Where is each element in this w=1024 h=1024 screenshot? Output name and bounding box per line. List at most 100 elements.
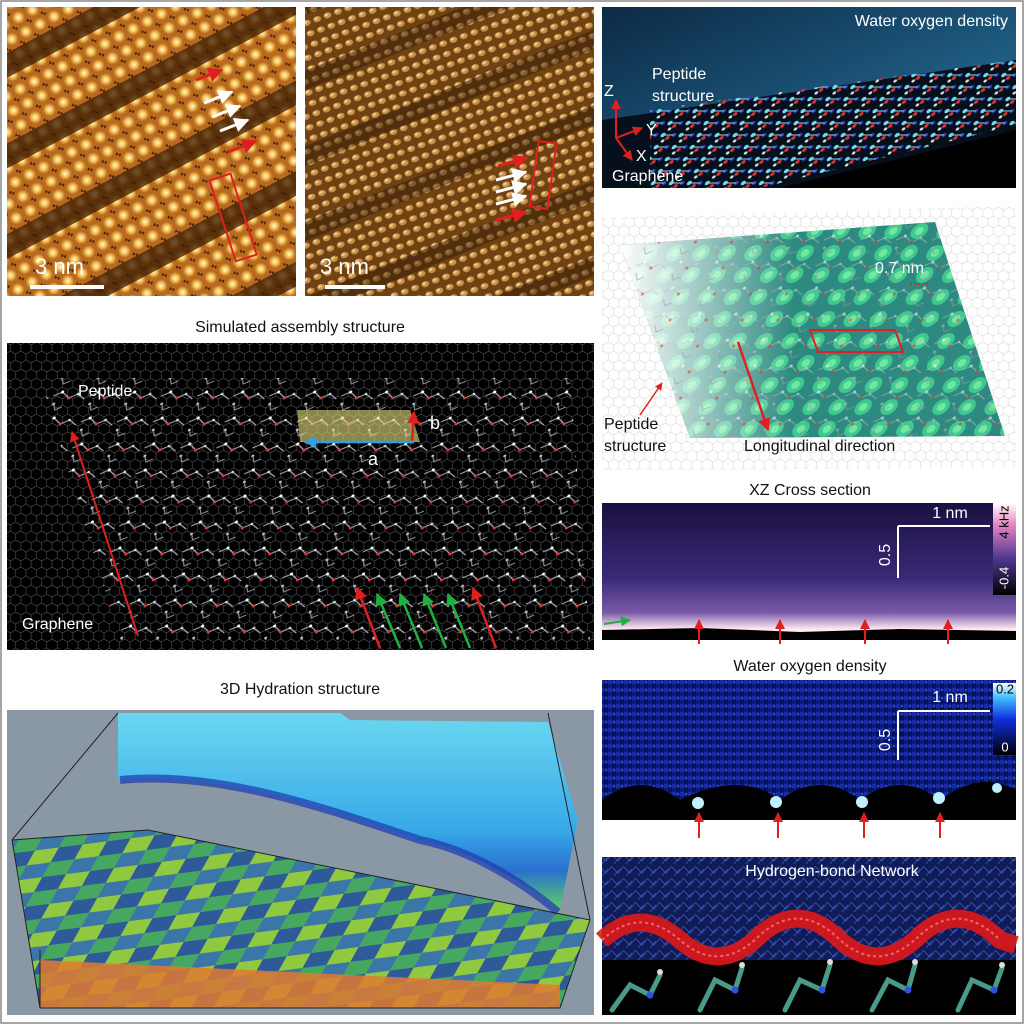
shape	[808, 329, 905, 353]
arrow	[736, 341, 771, 432]
shape	[904, 986, 912, 994]
shape	[325, 285, 385, 289]
shape	[999, 962, 1005, 968]
shape	[818, 986, 826, 994]
shape	[650, 60, 1016, 188]
shape	[856, 796, 868, 808]
shape	[646, 991, 654, 999]
shape	[992, 783, 1002, 793]
hydration: 3D Hydration structure	[7, 681, 594, 1015]
colorbar-label: -0.4	[996, 567, 1011, 589]
panel-title: Water oxygen density	[855, 13, 1008, 30]
panel-title: XZ Cross section	[749, 482, 871, 499]
shape	[305, 7, 594, 296]
md-density: 0.7 nm Peptide structure Longitudinal dir…	[602, 206, 1016, 470]
label: Graphene	[612, 168, 683, 185]
shape	[12, 830, 590, 1008]
shape	[602, 782, 1016, 820]
shape	[697, 965, 745, 1013]
label: Peptide	[78, 383, 132, 400]
shape	[7, 7, 296, 296]
arrow	[495, 180, 528, 195]
arrow	[603, 616, 631, 627]
arrow	[219, 117, 250, 133]
colorbar-label: 4 kHz	[996, 505, 1011, 538]
arrow	[398, 592, 424, 649]
label: Peptide structure	[604, 416, 666, 455]
label: Peptide structure	[652, 66, 714, 105]
shape	[657, 959, 1005, 975]
label-line: Peptide	[604, 416, 658, 433]
scale-bar-label: 3 nm	[35, 254, 84, 279]
shape	[731, 986, 739, 994]
shape	[609, 962, 1005, 1013]
afm-left: 3 nm	[7, 7, 296, 296]
label-line: Peptide	[652, 66, 706, 83]
panel-title: Simulated assembly structure	[195, 319, 405, 336]
arrow	[639, 382, 663, 416]
shape	[993, 683, 1016, 755]
shape	[30, 285, 104, 289]
arrow	[446, 592, 472, 649]
shape	[40, 378, 590, 640]
scale-label: 1 nm	[932, 505, 968, 522]
shape	[770, 796, 782, 808]
axis-label: Y	[646, 122, 657, 139]
arrow	[615, 137, 633, 161]
shape	[827, 959, 833, 965]
shape	[646, 986, 998, 999]
shape	[657, 969, 663, 975]
label: Graphene	[22, 616, 93, 633]
label: Longitudinal direction	[744, 438, 895, 455]
shape	[601, 917, 1001, 958]
scale-label: 0.5	[877, 544, 894, 566]
panel-title: Water oxygen density	[733, 658, 886, 675]
shape	[208, 172, 259, 263]
shape	[528, 139, 558, 211]
arrow	[195, 67, 224, 82]
shape	[11, 712, 591, 1009]
shape	[739, 962, 745, 968]
arrow	[375, 592, 402, 649]
scale-bar-label: 3 nm	[320, 254, 369, 279]
md-top: Water oxygen density Peptide structure Z …	[602, 7, 1016, 188]
scale-label: 0.5	[877, 729, 894, 751]
shape	[782, 962, 833, 1013]
shape	[602, 503, 1016, 640]
shape	[869, 962, 918, 1013]
density-section: Water oxygen density 1 nm 0.5 0.2 0	[602, 658, 1016, 838]
arrow	[495, 208, 528, 223]
scale-label: 1 nm	[932, 689, 968, 706]
panel-title: 3D Hydration structure	[220, 681, 380, 698]
shape	[602, 628, 1016, 640]
shape	[297, 410, 420, 442]
vector-label: a	[368, 449, 379, 469]
arrow	[211, 103, 242, 119]
shape	[609, 972, 663, 1013]
shape	[955, 965, 1005, 1013]
shape	[912, 959, 918, 965]
vector-label: b	[430, 413, 440, 433]
shape	[990, 986, 998, 994]
shape	[692, 797, 704, 809]
arrow	[227, 138, 258, 154]
arrow	[495, 192, 528, 207]
afm-right: 3 nm	[305, 7, 594, 296]
arrow	[422, 592, 448, 649]
panel-title: Hydrogen-bond Network	[745, 863, 919, 880]
shape	[119, 774, 561, 916]
axis-label: X	[636, 148, 647, 165]
hbond: Hydrogen-bond Network	[595, 857, 1019, 1015]
arrow	[615, 126, 643, 139]
arrow	[471, 586, 498, 649]
shape	[993, 503, 1016, 595]
shape	[933, 792, 945, 804]
xz-section: XZ Cross section 1 nm 0.5 4 kHz -0.4	[602, 482, 1016, 644]
arrow	[70, 431, 139, 637]
shape	[118, 713, 578, 910]
arrow	[355, 586, 382, 649]
simulated: Simulated assembly structure Peptide b a…	[7, 319, 594, 650]
label-line: structure	[604, 438, 666, 455]
label-line: structure	[652, 88, 714, 105]
